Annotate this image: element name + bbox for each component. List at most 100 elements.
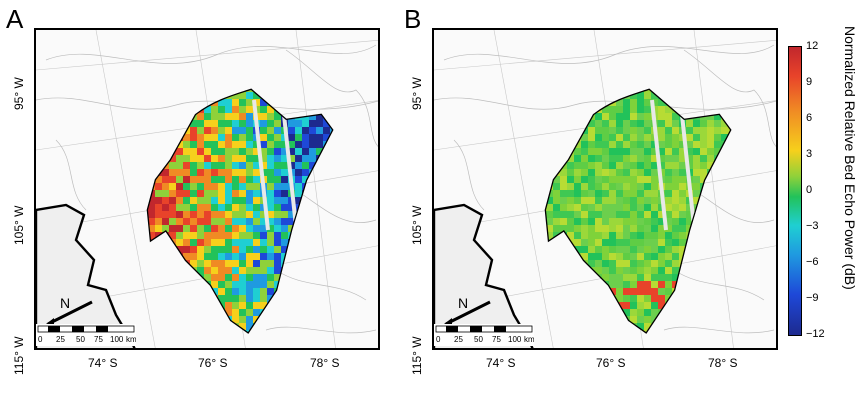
echo-power-cell (651, 225, 658, 232)
echo-power-cell (253, 218, 260, 225)
echo-power-cell (539, 120, 546, 127)
echo-power-cell (232, 176, 239, 183)
echo-power-cell (588, 162, 595, 169)
echo-power-cell (232, 190, 239, 197)
echo-power-cell (658, 316, 665, 323)
echo-power-cell (602, 323, 609, 330)
echo-power-cell (190, 148, 197, 155)
echo-power-cell (169, 134, 176, 141)
echo-power-cell (574, 281, 581, 288)
echo-power-cell (190, 190, 197, 197)
echo-power-cell (651, 155, 658, 162)
echo-power-cell (700, 246, 707, 253)
echo-power-cell (665, 253, 672, 260)
echo-power-cell (246, 190, 253, 197)
echo-power-cell (211, 239, 218, 246)
echo-power-cell (623, 169, 630, 176)
echo-power-cell (211, 316, 218, 323)
echo-power-cell (267, 183, 274, 190)
echo-power-cell (155, 330, 162, 332)
echo-power-cell (246, 148, 253, 155)
echo-power-cell (588, 211, 595, 218)
echo-power-cell (267, 204, 274, 211)
echo-power-cell (637, 323, 644, 330)
echo-power-cell (141, 323, 148, 330)
echo-power-cell (211, 232, 218, 239)
echo-power-cell (602, 183, 609, 190)
echo-power-cell (204, 169, 211, 176)
echo-power-cell (232, 316, 239, 323)
echo-power-cell (330, 267, 332, 274)
echo-power-cell (595, 183, 602, 190)
echo-power-cell (546, 274, 553, 281)
echo-power-cell (218, 323, 225, 330)
echo-power-cell (567, 155, 574, 162)
echo-power-cell (679, 169, 686, 176)
echo-power-cell (281, 337, 288, 344)
echo-power-cell (546, 90, 553, 92)
echo-power-cell (239, 302, 246, 309)
echo-power-cell (728, 337, 735, 344)
echo-power-cell (623, 225, 630, 232)
echo-power-cell (658, 120, 665, 127)
echo-power-cell (560, 274, 567, 281)
echo-power-cell (567, 295, 574, 302)
echo-power-cell (616, 190, 623, 197)
echo-power-cell (155, 190, 162, 197)
echo-power-cell (588, 155, 595, 162)
echo-power-cell (288, 309, 295, 316)
echo-power-cell (553, 183, 560, 190)
echo-power-cell (281, 141, 288, 148)
echo-power-cell (183, 92, 190, 99)
echo-power-cell (162, 225, 169, 232)
echo-power-cell (623, 302, 630, 309)
echo-power-cell (721, 302, 728, 309)
echo-power-cell (155, 176, 162, 183)
echo-power-cell (553, 239, 560, 246)
echo-power-cell (330, 288, 332, 295)
echo-power-cell (553, 295, 560, 302)
echo-power-cell (609, 253, 616, 260)
echo-power-cell (232, 113, 239, 120)
echo-power-cell (602, 246, 609, 253)
echo-power-cell (616, 288, 623, 295)
echo-power-cell (658, 295, 665, 302)
lon-label-76: 76° S (596, 356, 626, 370)
echo-power-cell (323, 316, 330, 323)
echo-power-cell (169, 323, 176, 330)
echo-power-cell (253, 162, 260, 169)
echo-power-cell (197, 302, 204, 309)
echo-power-cell (218, 274, 225, 281)
echo-power-cell (553, 176, 560, 183)
echo-power-cell (595, 218, 602, 225)
echo-power-cell (197, 134, 204, 141)
echo-power-cell (623, 274, 630, 281)
echo-power-cell (553, 190, 560, 197)
echo-power-cell (609, 302, 616, 309)
echo-power-cell (623, 106, 630, 113)
echo-power-cell (169, 176, 176, 183)
echo-power-cell (330, 162, 332, 169)
echo-power-cell (323, 106, 330, 113)
echo-power-cell (204, 211, 211, 218)
echo-power-cell (330, 141, 332, 148)
echo-power-cell (616, 337, 623, 344)
echo-power-cell (728, 113, 730, 120)
echo-power-cell (665, 274, 672, 281)
echo-power-cell (246, 113, 253, 120)
echo-power-cell (721, 204, 728, 211)
coastline-left (36, 203, 136, 348)
echo-power-cell (686, 211, 693, 218)
echo-power-cell (218, 204, 225, 211)
echo-power-cell (651, 330, 658, 332)
echo-power-cell (623, 218, 630, 225)
echo-power-cell (148, 316, 155, 323)
echo-power-cell (141, 141, 148, 148)
echo-power-cell (707, 99, 714, 106)
echo-power-cell (267, 176, 274, 183)
echo-power-cell (567, 204, 574, 211)
colorbar-tick: −12 (806, 328, 825, 340)
echo-power-cell (707, 309, 714, 316)
echo-power-cell (574, 246, 581, 253)
echo-power-cell (644, 267, 651, 274)
